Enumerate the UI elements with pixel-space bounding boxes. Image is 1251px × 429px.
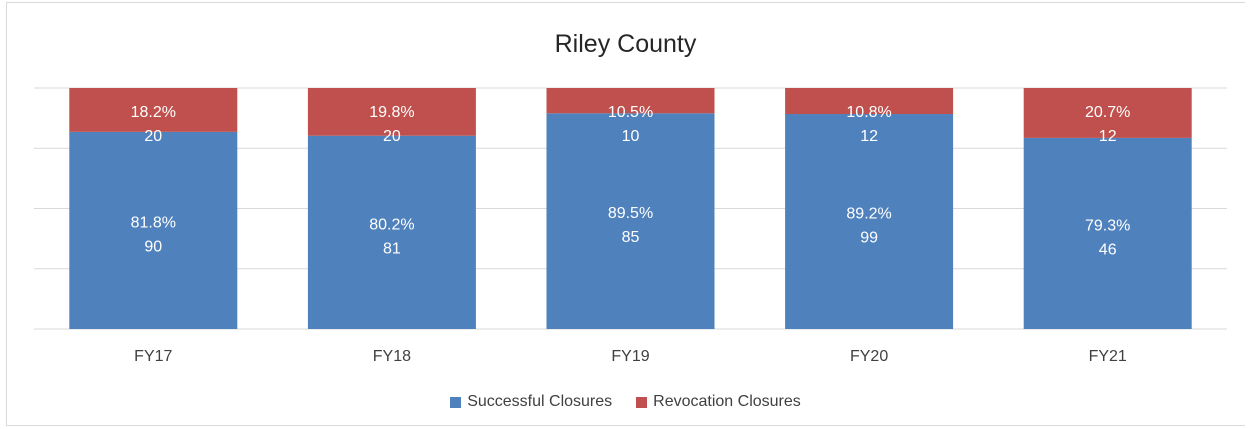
label-successful-count-fy17: 90 bbox=[144, 238, 162, 255]
legend-label-revocation: Revocation Closures bbox=[653, 393, 801, 410]
label-successful-percent-fy20: 89.2% bbox=[846, 206, 891, 223]
chart-legend: Successful Closures Revocation Closures bbox=[0, 393, 1251, 411]
label-revocation-percent-fy21: 20.7% bbox=[1085, 104, 1130, 121]
label-successful-percent-fy21: 79.3% bbox=[1085, 217, 1130, 234]
bar-successful-fy19 bbox=[546, 113, 715, 330]
bar-revocation-fy19 bbox=[546, 88, 715, 114]
label-revocation-percent-fy20: 10.8% bbox=[846, 104, 891, 121]
legend-label-successful: Successful Closures bbox=[467, 393, 613, 410]
label-revocation-percent-fy19: 10.5% bbox=[608, 104, 653, 121]
label-revocation-percent-fy17: 18.2% bbox=[131, 104, 176, 121]
legend-swatch-revocation bbox=[636, 396, 648, 408]
label-successful-count-fy19: 85 bbox=[622, 229, 640, 246]
label-revocation-count-fy17: 20 bbox=[144, 128, 162, 145]
label-successful-count-fy20: 99 bbox=[860, 230, 878, 247]
label-revocation-count-fy20: 12 bbox=[860, 128, 878, 145]
label-successful-count-fy18: 81 bbox=[383, 240, 401, 257]
x-tick-label-fy18: FY18 bbox=[373, 348, 411, 365]
bar-successful-fy20 bbox=[785, 114, 954, 329]
bar-revocation-fy21 bbox=[1023, 88, 1192, 138]
legend-item-revocation: Revocation Closures bbox=[636, 393, 801, 411]
x-tick-label-fy19: FY19 bbox=[611, 348, 649, 365]
bar-successful-fy21 bbox=[1023, 137, 1192, 329]
bar-revocation-fy17 bbox=[69, 88, 238, 132]
legend-item-successful: Successful Closures bbox=[450, 393, 612, 411]
x-tick-label-fy20: FY20 bbox=[850, 348, 888, 365]
label-revocation-count-fy21: 12 bbox=[1099, 128, 1117, 145]
legend-swatch-successful bbox=[450, 396, 462, 408]
label-successful-percent-fy18: 80.2% bbox=[369, 216, 414, 233]
bar-revocation-fy20 bbox=[785, 88, 954, 115]
bar-successful-fy17 bbox=[69, 131, 238, 329]
chart-title: Riley County bbox=[554, 30, 697, 58]
label-revocation-count-fy19: 10 bbox=[622, 128, 640, 145]
label-successful-percent-fy19: 89.5% bbox=[608, 205, 653, 222]
label-revocation-percent-fy18: 19.8% bbox=[369, 104, 414, 121]
label-successful-percent-fy17: 81.8% bbox=[131, 214, 176, 231]
x-tick-label-fy17: FY17 bbox=[134, 348, 172, 365]
chart-frame bbox=[6, 2, 1245, 426]
x-tick-label-fy21: FY21 bbox=[1089, 348, 1127, 365]
bar-successful-fy18 bbox=[307, 135, 476, 329]
bar-revocation-fy18 bbox=[307, 88, 476, 136]
label-successful-count-fy21: 46 bbox=[1099, 241, 1117, 258]
label-revocation-count-fy18: 20 bbox=[383, 128, 401, 145]
